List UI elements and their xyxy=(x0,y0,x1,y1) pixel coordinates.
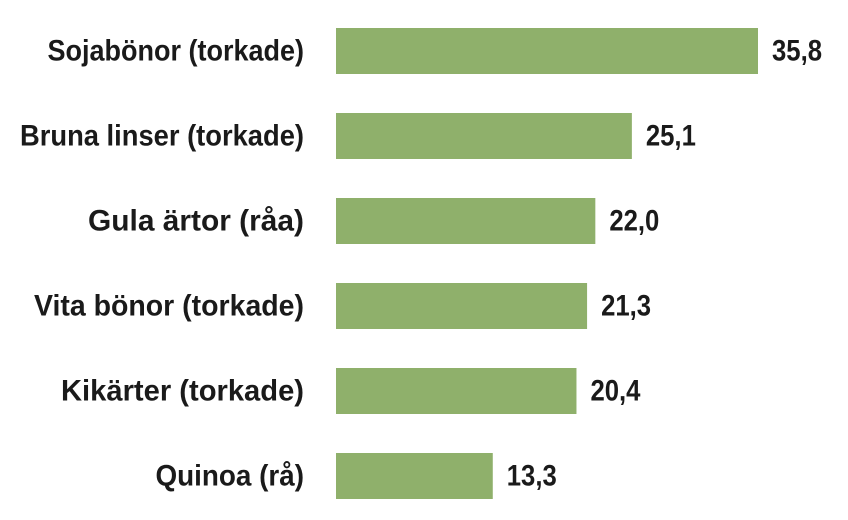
category-label: Vita bönor (torkade) xyxy=(34,290,304,323)
bar xyxy=(336,113,632,159)
value-label: 20,4 xyxy=(590,375,640,408)
bar xyxy=(336,28,758,74)
category-label: Bruna linser (torkade) xyxy=(20,120,304,153)
bar xyxy=(336,368,577,414)
category-label: Kikärter (torkade) xyxy=(61,375,304,408)
category-label: Quinoa (rå) xyxy=(156,460,305,493)
bar xyxy=(336,283,588,329)
category-label: Sojabönor (torkade) xyxy=(48,35,305,68)
category-label: Gula ärtor (råa) xyxy=(88,205,304,238)
value-label: 13,3 xyxy=(507,460,557,493)
bars-group: Sojabönor (torkade) 35,8 Bruna linser (tor… xyxy=(20,28,822,499)
bar xyxy=(336,453,493,499)
value-label: 25,1 xyxy=(646,120,696,153)
bar xyxy=(336,198,596,244)
value-label: 35,8 xyxy=(772,35,822,68)
value-label: 22,0 xyxy=(609,205,659,238)
value-label: 21,3 xyxy=(601,290,651,323)
